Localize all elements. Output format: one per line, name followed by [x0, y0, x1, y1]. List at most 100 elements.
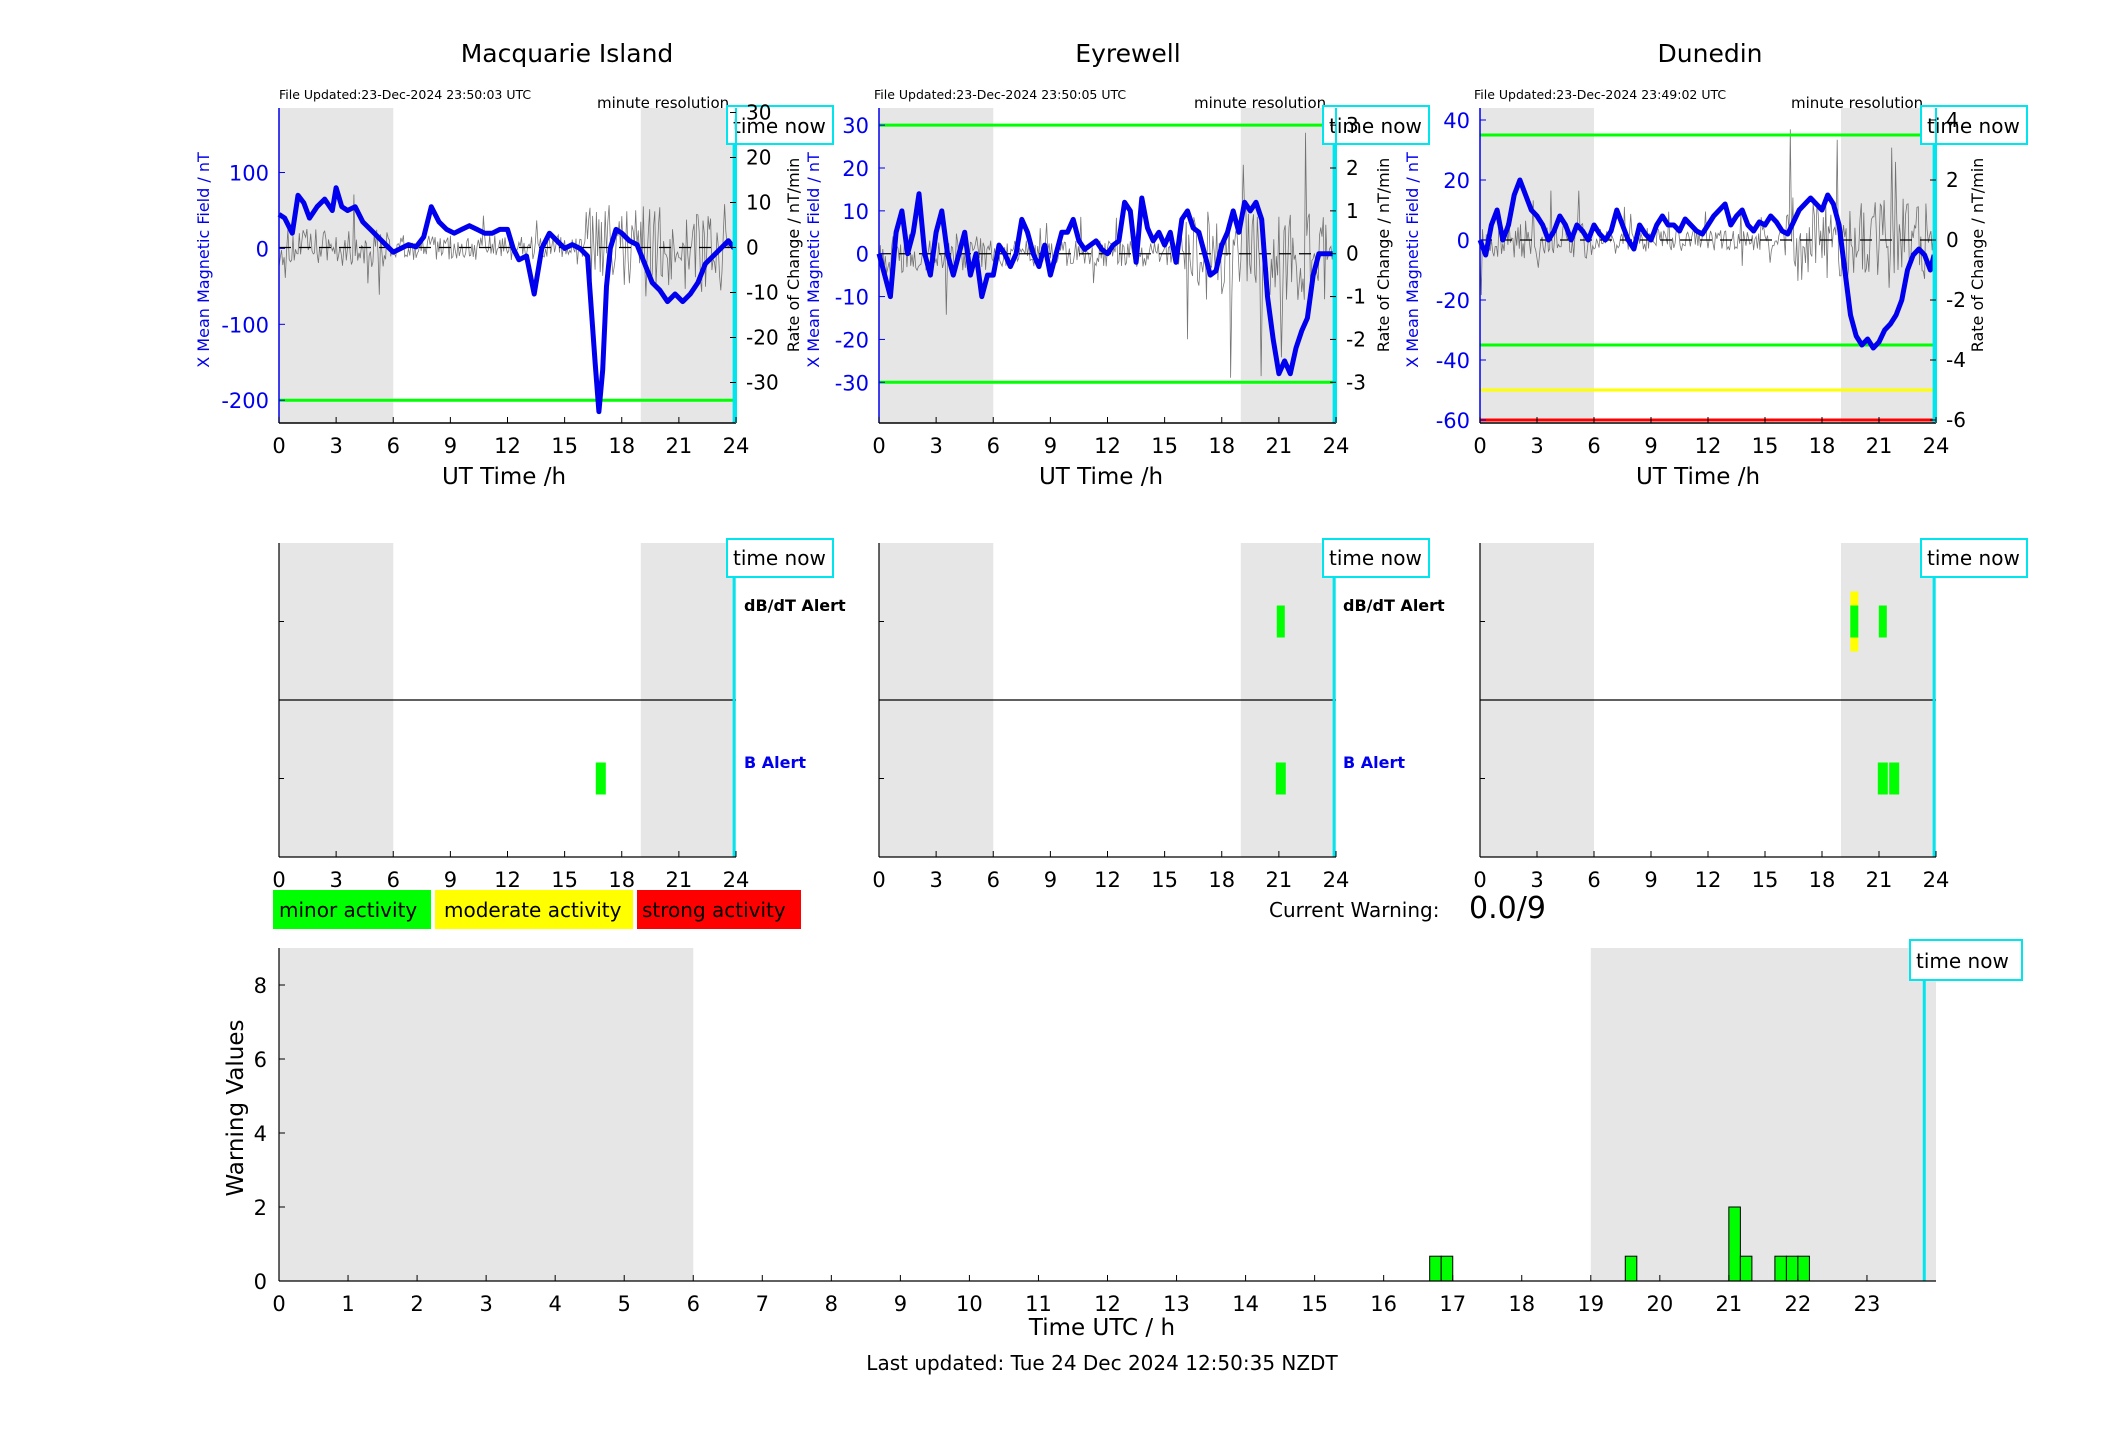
- x-tick-label: 6: [987, 434, 1000, 458]
- night-shade-band: [279, 948, 694, 1281]
- dbdt-alert-mark: [1850, 605, 1859, 638]
- right-axis-ticks: 4 2 0 -2 -4 -6: [1930, 108, 1966, 432]
- y-tick-label: 10: [842, 200, 869, 224]
- x-tick-label: 18: [1208, 434, 1235, 458]
- x-field-series-line: [277, 185, 737, 415]
- warning-bar: [1774, 1255, 1787, 1282]
- b-alert-label: B Alert: [1343, 753, 1405, 772]
- x-tick-label: 9: [1644, 434, 1657, 458]
- last-updated-text: Last updated: Tue 24 Dec 2024 12:50:35 N…: [866, 1351, 1338, 1375]
- x-tick-label: 9: [894, 1292, 907, 1316]
- x-tick-label: 11: [1025, 1292, 1052, 1316]
- x-tick-label: 3: [1530, 868, 1543, 892]
- x-tick-label: 24: [1923, 868, 1950, 892]
- x-tick-label: 21: [666, 434, 693, 458]
- current-warning-label: Current Warning:: [1269, 898, 1439, 922]
- rate-of-change-trace: [278, 194, 734, 297]
- right-tick-label: -2: [1346, 327, 1366, 351]
- dunedin-alert-panel: time now 0 3 6 9 12 15 18 21 24: [1473, 538, 2028, 892]
- x-tick-label: 4: [548, 1292, 561, 1316]
- x-tick-label: 3: [929, 868, 942, 892]
- y-axis-label: X Mean Magnetic Field / nT: [1403, 152, 1422, 368]
- x-tick-label: 18: [608, 434, 635, 458]
- current-warning-value: 0.0/9: [1469, 891, 1546, 926]
- x-tick-label: 6: [1587, 868, 1600, 892]
- y-tick-label: 8: [254, 974, 267, 998]
- right-axis-label: Rate of Change / nT/min: [1374, 158, 1393, 353]
- y-axis-label: X Mean Magnetic Field / nT: [194, 152, 213, 368]
- x-tick-label: 1: [341, 1292, 354, 1316]
- y-axis-label: X Mean Magnetic Field / nT: [804, 152, 823, 368]
- y-tick-label: 4: [254, 1122, 267, 1146]
- x-tick-label: 24: [1323, 868, 1350, 892]
- legend-minor-label: minor activity: [279, 898, 417, 922]
- y-axis-ticks: 0 2 4 6 8: [254, 974, 285, 1294]
- right-tick-label: 10: [746, 191, 771, 215]
- warning-bars: [1429, 1206, 1810, 1282]
- x-tick-label: 24: [1923, 434, 1950, 458]
- night-shade-band: [279, 108, 394, 423]
- legend-minor-swatch: [271, 888, 433, 931]
- night-shade-band: [1590, 948, 1936, 1281]
- x-tick-label: 0: [272, 868, 285, 892]
- night-shade-layer: [1480, 108, 1936, 423]
- x-tick-label: 21: [1866, 868, 1893, 892]
- legend-strong-label: strong activity: [642, 898, 786, 922]
- right-tick-label: 3: [1346, 113, 1359, 137]
- right-axis-label: Rate of Change / nT/min: [1968, 158, 1987, 353]
- b-alert-mark: [1275, 762, 1286, 795]
- time-now-label: time now: [1329, 114, 1422, 138]
- panel-title: Macquarie Island: [461, 39, 674, 68]
- warning-bar: [1797, 1255, 1810, 1282]
- x-tick-label: 0: [872, 868, 885, 892]
- activity-legend: minor activity moderate activity strong …: [271, 888, 803, 931]
- eyrewell-panel: Eyrewell File Updated:23-Dec-2024 23:50:…: [804, 39, 1430, 490]
- b-alert-mark: [595, 762, 606, 795]
- x-tick-label: 17: [1439, 1292, 1466, 1316]
- legend-moderate-label: moderate activity: [444, 898, 622, 922]
- x-tick-label: 20: [1646, 1292, 1673, 1316]
- x-tick-label: 6: [1587, 434, 1600, 458]
- dunedin-panel: Dunedin File Updated:23-Dec-2024 23:49:0…: [1403, 39, 2028, 490]
- y-tick-label: -200: [221, 389, 269, 413]
- x-tick-label: 3: [929, 434, 942, 458]
- x-field-series-line: [1477, 177, 1937, 351]
- time-now-label: time now: [1927, 114, 2020, 138]
- x-tick-label: 21: [1266, 868, 1293, 892]
- x-tick-label: 15: [1151, 434, 1178, 458]
- y-tick-label: 0: [256, 237, 269, 261]
- x-tick-label: 13: [1163, 1292, 1190, 1316]
- y-tick-label: 40: [1443, 109, 1470, 133]
- x-axis-ticks: 0 3 6 9 12 15 18 21 24: [1473, 851, 1949, 892]
- y-tick-label: 20: [1443, 169, 1470, 193]
- right-tick-label: 2: [1346, 156, 1359, 180]
- warning-bar: [1440, 1255, 1454, 1282]
- right-tick-label: -10: [746, 281, 779, 305]
- dbdt-alert-mark: [1276, 605, 1285, 638]
- right-tick-label: -2: [1946, 288, 1966, 312]
- x-tick-label: 6: [987, 868, 1000, 892]
- y-tick-label: 0: [254, 1270, 267, 1294]
- x-tick-label: 12: [1094, 1292, 1121, 1316]
- b-alert-label: B Alert: [744, 753, 806, 772]
- time-now-box: [1322, 105, 1430, 145]
- x-tick-label: 15: [1752, 868, 1779, 892]
- right-tick-label: 0: [1346, 242, 1359, 266]
- right-tick-label: 30: [746, 101, 771, 125]
- x-tick-label: 7: [756, 1292, 769, 1316]
- x-tick-label: 3: [329, 434, 342, 458]
- x-axis-ticks: 0 3 6 9 12 15 18 21 24: [872, 417, 1349, 458]
- y-tick-label: 100: [229, 162, 269, 186]
- y-tick-label: 2: [254, 1196, 267, 1220]
- x-axis-ticks: 0 3 6 9 12 15 18 21 24: [1473, 417, 1949, 458]
- x-tick-label: 21: [1716, 1292, 1743, 1316]
- x-tick-label: 9: [444, 434, 457, 458]
- time-now-box: [1920, 105, 2028, 145]
- panel-title: Eyrewell: [1075, 39, 1180, 68]
- x-axis-ticks: 0 3 6 9 12 15 18 21 24: [872, 851, 1349, 892]
- x-axis-ticks: 0 3 6 9 12 15 18 21 24: [272, 417, 749, 458]
- time-now-box: [1909, 939, 2023, 981]
- eyrewell-alert-panel: time now dB/dT Alert B Alert 0 3 6 9 12 15 18 2…: [872, 538, 1445, 892]
